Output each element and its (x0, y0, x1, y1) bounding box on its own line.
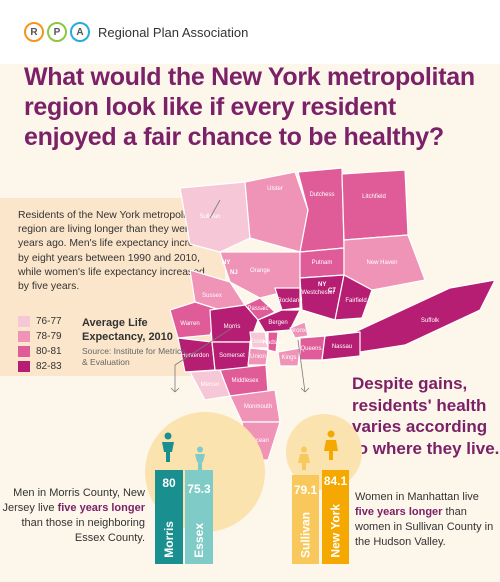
legend-swatch (18, 361, 30, 372)
state-label: NY (222, 260, 230, 266)
county-fairfield (334, 274, 373, 321)
county-label: Bronx (290, 328, 306, 334)
bar-label: Morris (162, 521, 176, 558)
logo-letter-p: P (47, 22, 67, 42)
county-label: Rockland (277, 298, 302, 304)
callout-text: Despite gains, residents' health varies … (352, 374, 500, 458)
legend-source: Source: Institute for Metrics & Evaluati… (82, 346, 186, 367)
county-label: Fairfield (345, 298, 366, 304)
county-label: Ulster (267, 186, 283, 192)
pointer-arrow (300, 387, 310, 393)
page-title: What would the New York metropolitan reg… (24, 63, 475, 151)
state-label: NY (318, 282, 326, 288)
women-figure-icon (297, 446, 311, 470)
highlight-text: five years longer (57, 502, 145, 514)
county-label: Suffolk (421, 318, 440, 324)
county-label: Hunterdon (181, 353, 209, 359)
county-new-haven (343, 234, 426, 291)
bar-sullivan: 79.1 Sullivan (292, 475, 319, 564)
county-label: Bergen (268, 320, 287, 326)
bar-essex: 75.3 Essex (185, 470, 213, 564)
bar-label: New York (328, 504, 343, 558)
county-label: Sullivan (199, 214, 220, 220)
county-bronx (289, 321, 309, 339)
bar-new-york: 84.1 New York (322, 470, 349, 564)
men-figure-icon (160, 432, 176, 462)
org-name: Regional Plan Association (98, 25, 249, 40)
legend-label: 80-81 (36, 346, 62, 357)
intro-text: Residents of the New York metropolitan r… (18, 210, 217, 293)
men-figure-icon (193, 446, 207, 470)
rpa-logo: R P A (24, 22, 90, 42)
county-label: Westchester (301, 290, 334, 296)
state-label: NJ (230, 270, 238, 276)
legend-swatch (18, 316, 30, 327)
legend-label: 76-77 (36, 316, 62, 327)
legend-title: Average Life Expectancy, 2010 (82, 317, 173, 343)
county-hudson (267, 331, 279, 353)
county-ulster (244, 171, 309, 253)
legend: 76-77 78-79 80-81 82-83 (18, 314, 62, 374)
county-morris (209, 304, 259, 343)
county-label: Kings (281, 355, 296, 361)
pointer-line (174, 327, 233, 392)
county-label: Litchfield (362, 194, 386, 200)
county-litchfield (341, 169, 409, 241)
highlight-text: five years longer (355, 506, 443, 518)
bar-label: Essex (192, 523, 206, 558)
bar-value: 84.1 (323, 474, 348, 488)
metro-map: Sullivan Ulster Dutchess Litchfield Oran… (169, 167, 496, 461)
county-nassau (321, 331, 361, 361)
county-suffolk (354, 279, 496, 353)
header: R P A Regional Plan Association (0, 0, 500, 64)
county-label: Middlesex (231, 378, 258, 384)
county-bergen (257, 309, 301, 333)
pointer-line (209, 199, 306, 393)
legend-swatch (18, 346, 30, 357)
legend-item: 80-81 (18, 344, 62, 359)
men-bars: 80 Morris 75.3 Essex (155, 470, 215, 564)
logo-letter-r: R (24, 22, 44, 42)
logo-letter-a: A (70, 22, 90, 42)
legend-label: 82-83 (36, 361, 62, 372)
bar-value: 80 (162, 476, 176, 490)
county-label: Queens (300, 346, 321, 352)
women-bars: 79.1 Sullivan 84.1 New York (292, 470, 352, 564)
county-label: Somerset (219, 353, 245, 359)
legend-item: 82-83 (18, 359, 62, 374)
county-label: Sussex (202, 293, 222, 299)
county-label: Dutchess (309, 192, 334, 198)
county-label: Union (250, 354, 266, 360)
bar-morris: 80 Morris (155, 470, 183, 564)
legend-item: 78-79 (18, 329, 62, 344)
county-label: Essex (250, 339, 266, 345)
county-label: Putnam (312, 260, 333, 266)
county-rockland (274, 287, 301, 311)
county-sullivan (179, 181, 251, 253)
legend-swatch (18, 331, 30, 342)
women-text: Women in Manhattan live five years longe… (355, 491, 494, 548)
county-label: Hudson (263, 340, 284, 346)
county-label: New Haven (366, 260, 397, 266)
county-label: Nassau (332, 344, 352, 350)
county-mercer (189, 369, 231, 401)
legend-label: 78-79 (36, 331, 62, 342)
women-figure-icon (323, 430, 339, 460)
bar-value: 75.3 (187, 482, 211, 496)
county-label: Morris (224, 324, 241, 330)
men-text: Men in Morris County, New Jersey live fi… (2, 487, 145, 544)
pointer-arrow (170, 387, 180, 393)
bar-label: Sullivan (298, 511, 313, 558)
county-label: Mercer (201, 382, 220, 388)
county-kings (277, 347, 301, 367)
county-label: Warren (180, 321, 199, 327)
state-label: CT (328, 288, 336, 294)
county-label: Orange (250, 268, 271, 274)
county-label: Ocean (251, 438, 269, 444)
bar-value: 79.1 (293, 483, 318, 497)
county-label: Passaic (247, 306, 268, 312)
county-label: Monmouth (244, 404, 272, 410)
legend-item: 76-77 (18, 314, 62, 329)
